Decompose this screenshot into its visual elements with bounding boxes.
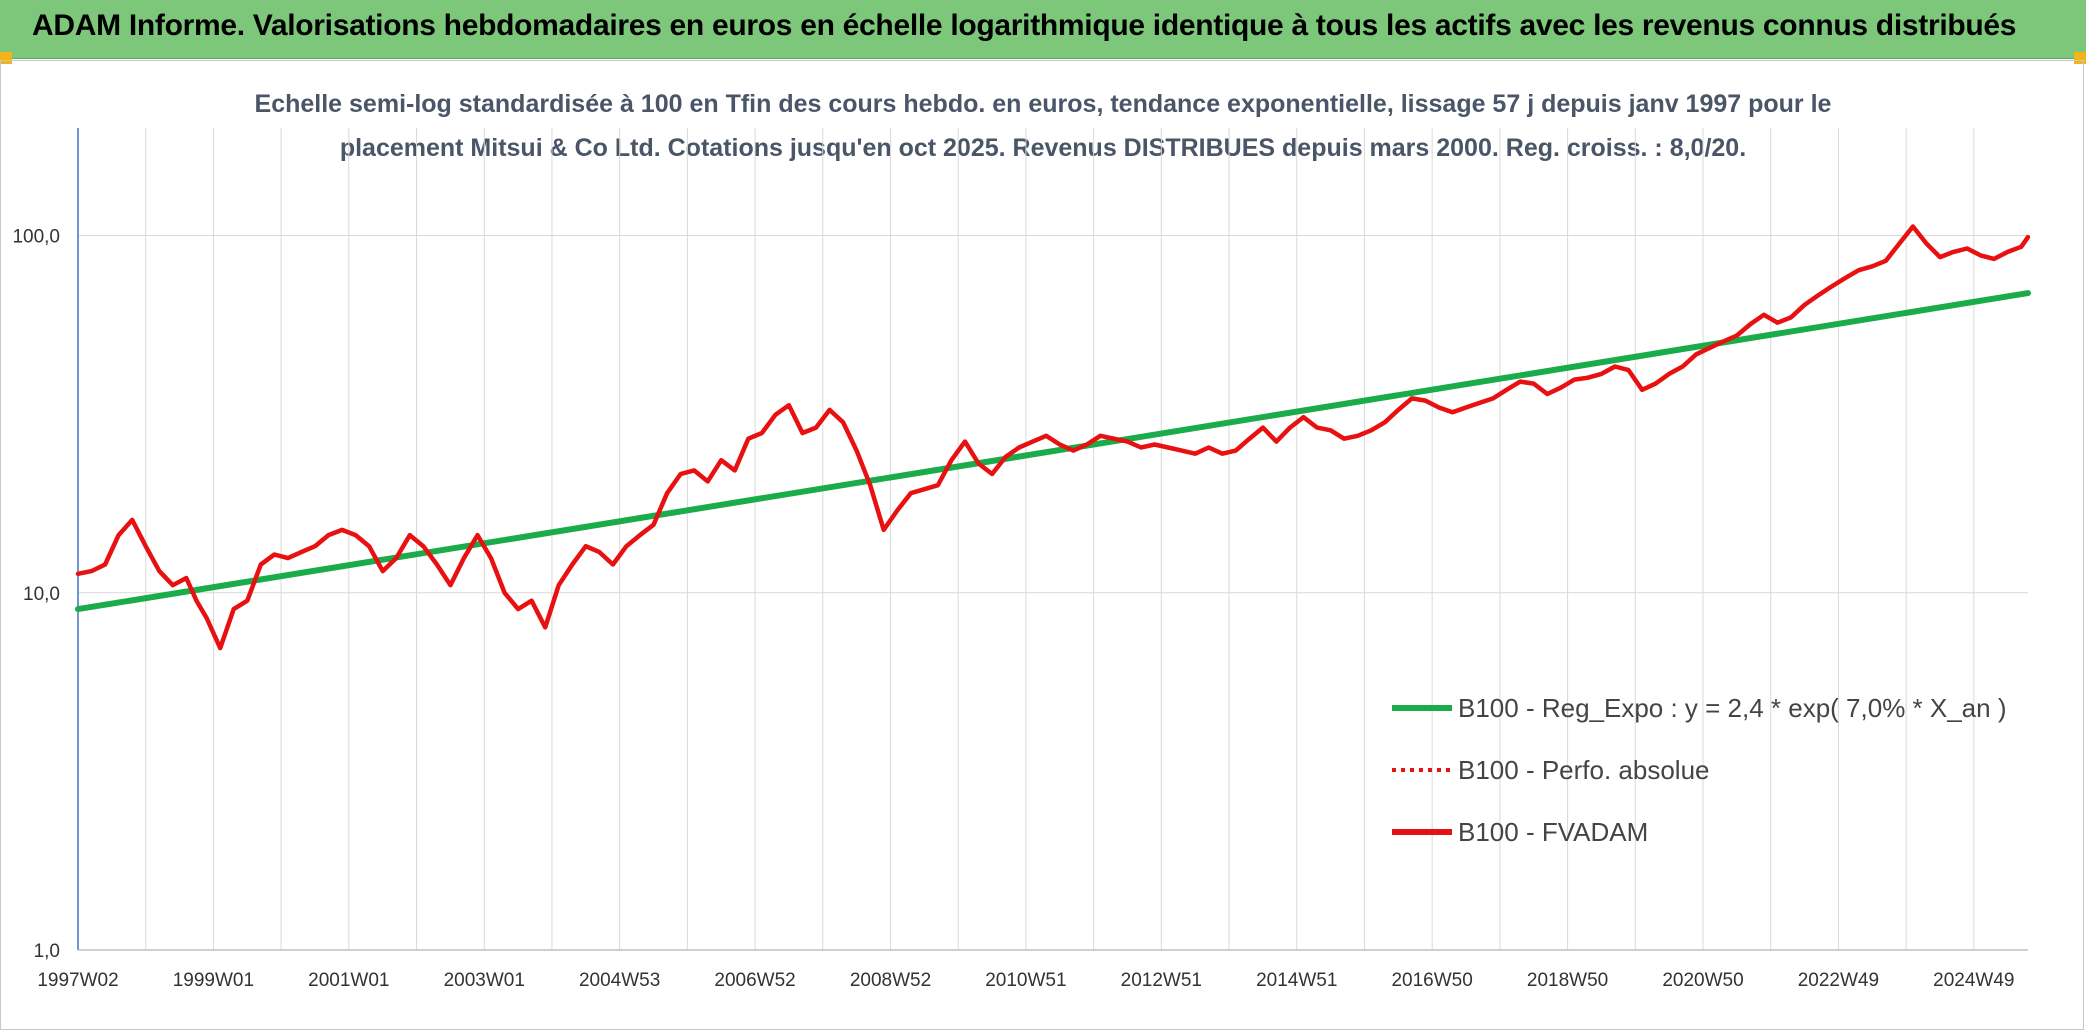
x-tick-label: 2022W49	[1798, 970, 1879, 991]
series-line-fvadam	[75, 224, 2031, 651]
gridlines	[77, 128, 2028, 951]
corner-marker-top-left	[0, 52, 12, 64]
series-line-regression	[75, 290, 2031, 613]
y-tick-label: 10,0	[23, 584, 60, 605]
legend-label: B100 - Perfo. absolue	[1458, 755, 1710, 785]
x-tick-label: 2001W01	[308, 970, 389, 991]
report-title: ADAM Informe. Valorisations hebdomadaire…	[32, 9, 2017, 42]
legend: B100 - Reg_Expo : y = 2,4 * exp( 7,0% * …	[1392, 693, 2007, 847]
x-tick-label: 1999W01	[173, 970, 254, 991]
series-lines	[75, 224, 2031, 651]
x-tick-label: 2004W53	[579, 970, 660, 991]
legend-label: B100 - FVADAM	[1458, 817, 1648, 847]
chart-frame	[0, 60, 2084, 1030]
x-tick-label: 2018W50	[1527, 970, 1608, 991]
chart-subtitle-line-1: Echelle semi-log standardisée à 100 en T…	[254, 90, 1832, 118]
x-tick-label: 2003W01	[444, 970, 525, 991]
y-tick-label: 100,0	[12, 227, 60, 248]
x-tick-label: 2014W51	[1256, 970, 1337, 991]
report-banner: ADAM Informe. Valorisations hebdomadaire…	[0, 0, 2086, 59]
x-tick-label: 2008W52	[850, 970, 931, 991]
axes: 1,0 10,0 100,0 1997W02 1999W01 2001W01 2003W01…	[12, 128, 2028, 991]
legend-label: B100 - Reg_Expo : y = 2,4 * exp( 7,0% * …	[1458, 693, 2007, 723]
x-tick-label: 2006W52	[714, 970, 795, 991]
x-tick-label: 2010W51	[985, 970, 1066, 991]
x-tick-label: 2020W50	[1662, 970, 1743, 991]
y-tick-label: 1,0	[34, 941, 60, 962]
x-tick-label: 2016W50	[1391, 970, 1472, 991]
x-tick-label: 2012W51	[1121, 970, 1202, 991]
x-tick-label: 1997W02	[37, 970, 118, 991]
x-tick-label: 2024W49	[1933, 970, 2014, 991]
chart-subtitle-line-2: placement Mitsui & Co Ltd. Cotations jus…	[339, 134, 1747, 162]
